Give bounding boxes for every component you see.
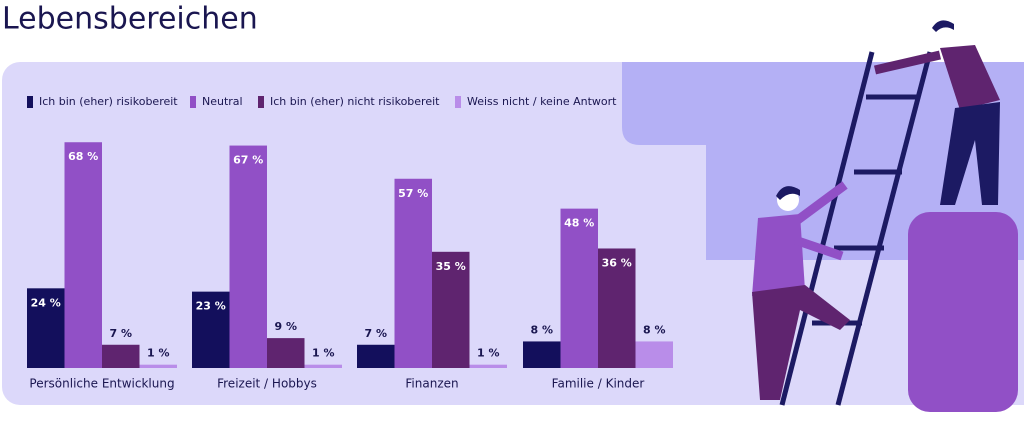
bar — [64, 142, 102, 368]
value-label: 57 % — [398, 187, 428, 200]
value-label: 1 % — [147, 347, 170, 360]
value-label: 7 % — [109, 327, 132, 340]
value-label: 7 % — [364, 327, 387, 340]
bar — [139, 364, 177, 368]
value-label: 8 % — [643, 323, 666, 336]
value-label: 23 % — [196, 300, 226, 313]
bar — [192, 291, 230, 368]
legend-label: Weiss nicht / keine Antwort — [467, 95, 617, 108]
value-label: 24 % — [31, 296, 61, 309]
bar — [229, 145, 267, 368]
legend-swatch — [27, 96, 33, 108]
category-label: Persönliche Entwicklung — [29, 377, 174, 391]
bar — [432, 251, 470, 368]
bar — [560, 208, 598, 368]
value-label: 48 % — [564, 217, 594, 230]
bar — [469, 364, 507, 368]
bar — [394, 178, 432, 368]
bar — [102, 344, 140, 368]
legend-label: Neutral — [202, 95, 243, 108]
legend-label: Ich bin (eher) nicht risikobereit — [270, 95, 440, 108]
legend-swatch — [455, 96, 461, 108]
bar — [304, 364, 342, 368]
bar — [267, 338, 305, 368]
value-label: 36 % — [602, 256, 632, 269]
bar — [27, 288, 65, 368]
bar — [523, 341, 561, 368]
bar — [598, 248, 636, 368]
category-label: Freizeit / Hobbys — [217, 377, 317, 391]
value-label: 68 % — [68, 150, 98, 163]
value-label: 8 % — [530, 323, 553, 336]
value-label: 35 % — [436, 260, 466, 273]
value-label: 1 % — [477, 347, 500, 360]
category-label: Familie / Kinder — [552, 377, 645, 391]
value-label: 1 % — [312, 347, 335, 360]
legend-label: Ich bin (eher) risikobereit — [39, 95, 178, 108]
category-label: Finanzen — [405, 377, 458, 391]
legend-swatch — [190, 96, 196, 108]
bar — [635, 341, 673, 368]
bar — [357, 344, 395, 368]
value-label: 67 % — [233, 154, 263, 167]
illustration — [622, 20, 1024, 412]
chart-title: Lebensbereichen — [2, 2, 258, 37]
value-label: 9 % — [274, 320, 297, 333]
legend-swatch — [258, 96, 264, 108]
